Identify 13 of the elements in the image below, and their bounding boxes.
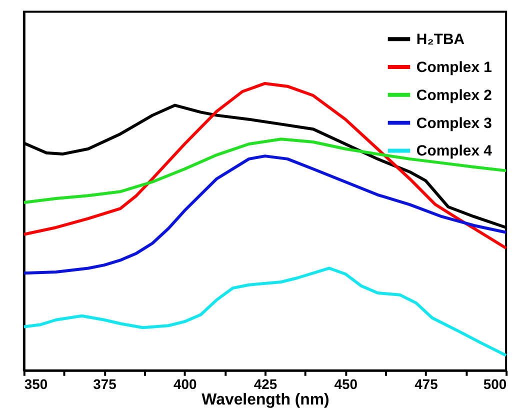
x-tick-label: 375 bbox=[93, 376, 117, 392]
legend-label: Complex 2 bbox=[416, 86, 492, 104]
x-tick-label: 350 bbox=[24, 376, 48, 392]
x-axis-title: Wavelength (nm) bbox=[202, 392, 330, 409]
legend-label: Complex 4 bbox=[416, 142, 493, 160]
x-tick-label: 500 bbox=[483, 376, 507, 392]
legend-label: Complex 1 bbox=[416, 59, 492, 76]
x-tick-label: 450 bbox=[334, 376, 358, 392]
x-tick-label: 475 bbox=[414, 376, 438, 392]
legend-label: H₂TBA bbox=[416, 31, 465, 48]
legend-label: Complex 3 bbox=[416, 114, 492, 132]
x-tick-label: 400 bbox=[174, 376, 197, 392]
x-tick-label: 425 bbox=[254, 376, 278, 392]
